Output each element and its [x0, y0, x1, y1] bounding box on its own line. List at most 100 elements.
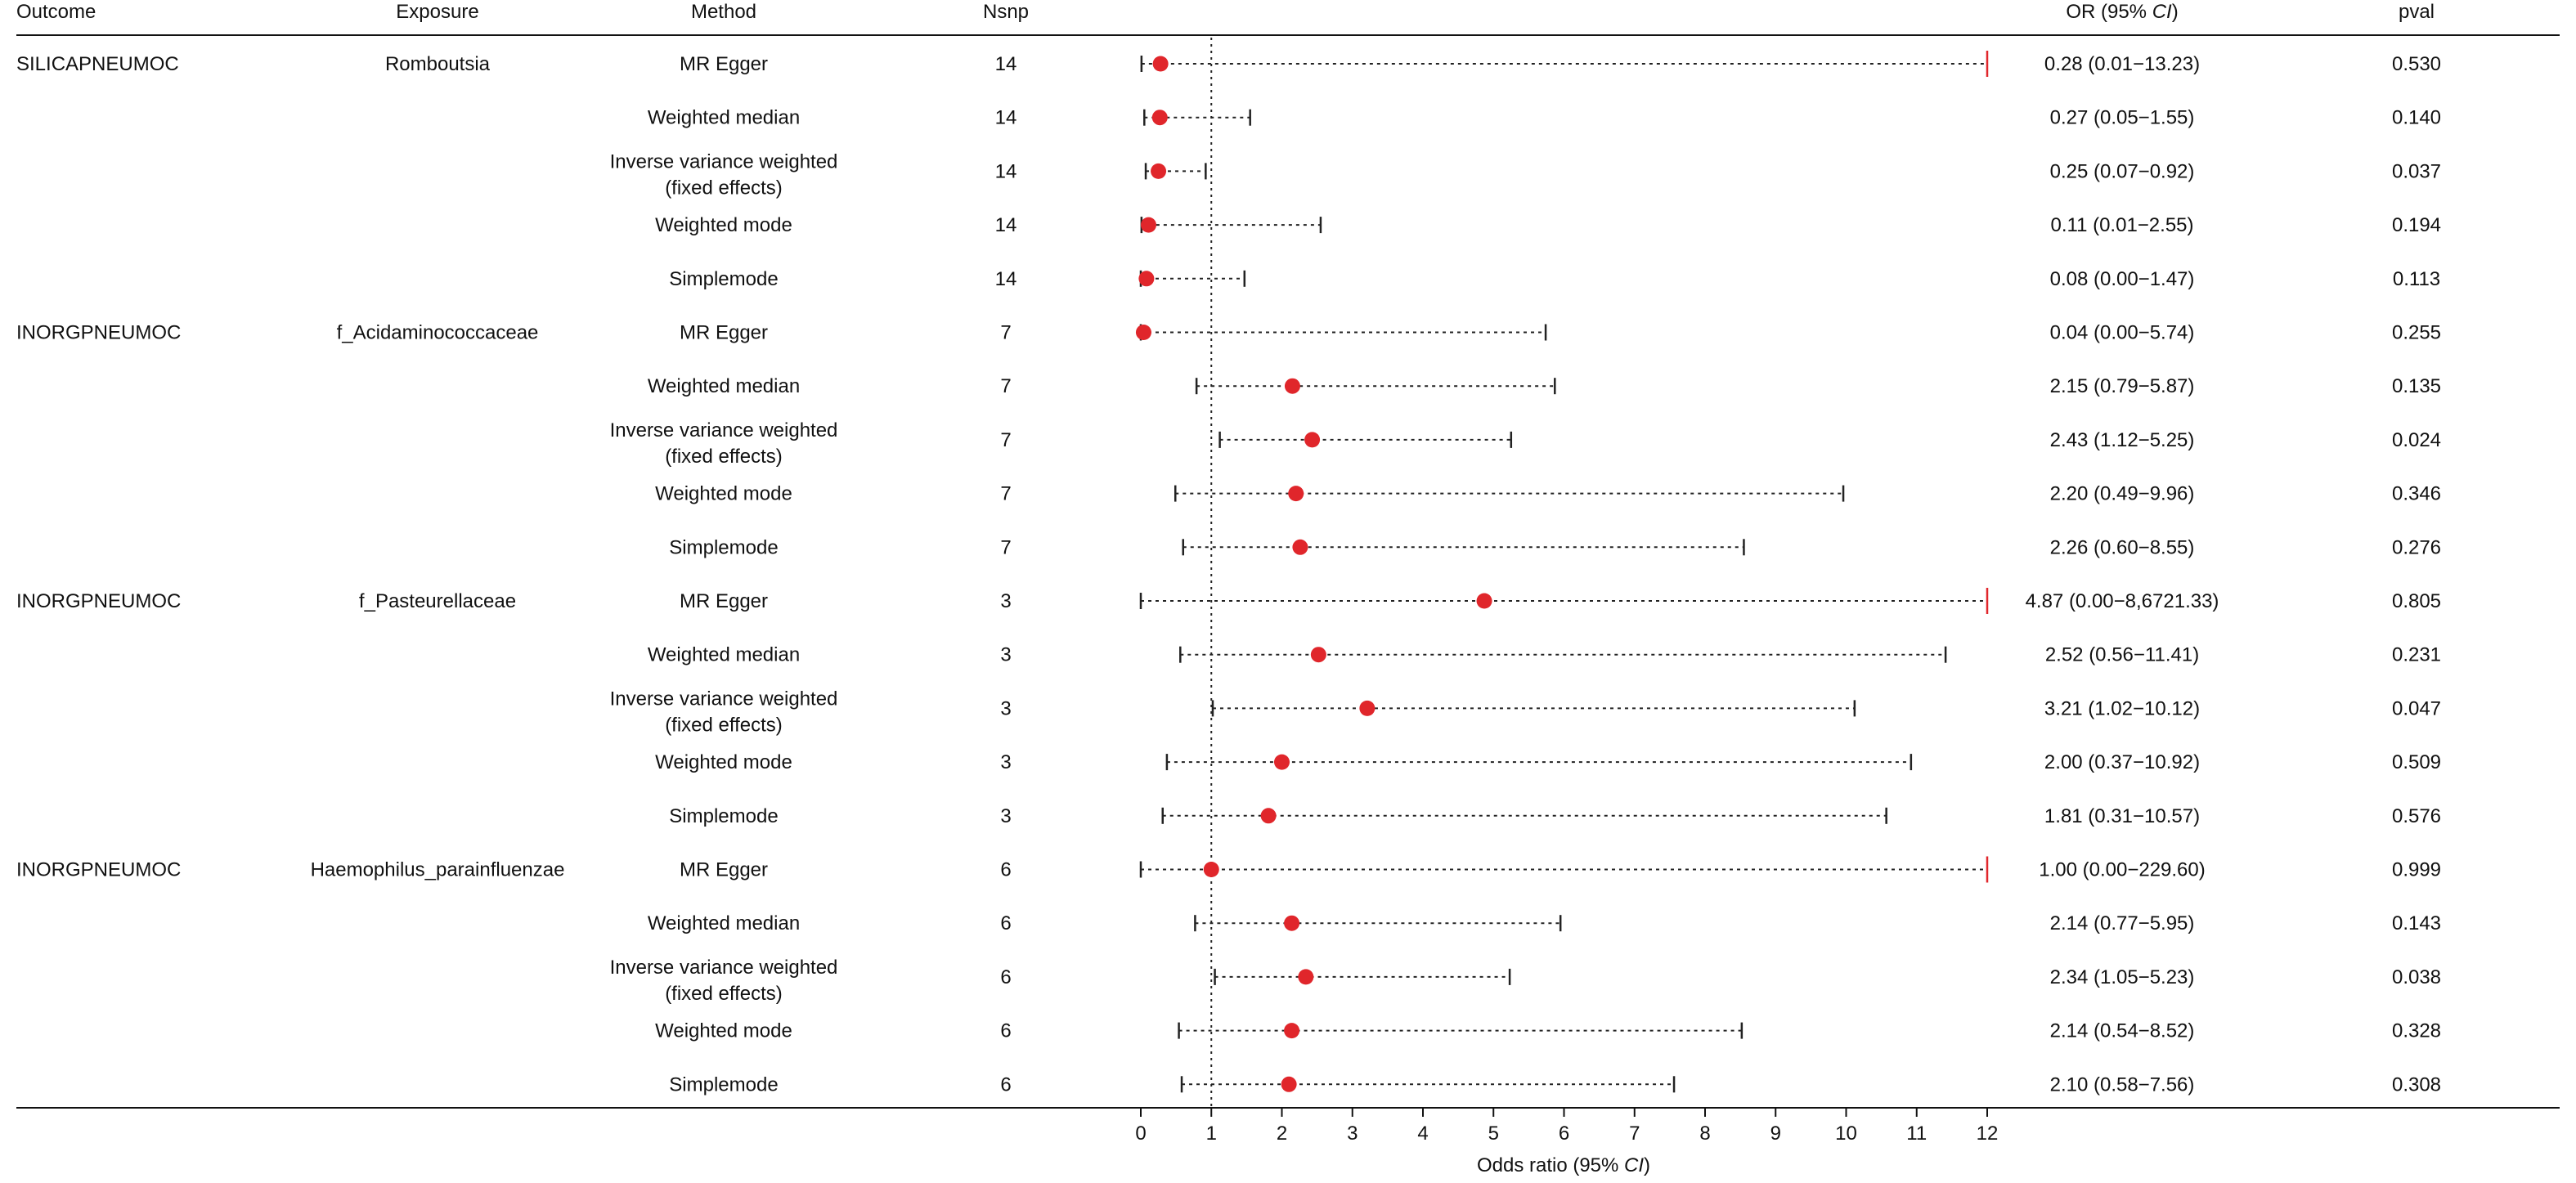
method-label: Simplemode	[669, 268, 778, 290]
x-tick-label: 1	[1206, 1123, 1217, 1145]
header-method: Method	[691, 1, 756, 23]
table-row: Weighted median 7 2.15 (0.79−5.87) 0.135	[648, 375, 2441, 397]
nsnp-value: 14	[995, 268, 1017, 290]
pval-value: 0.135	[2392, 375, 2441, 397]
x-tick-label: 9	[1770, 1123, 1781, 1145]
or-ci-value: 2.14 (0.54−8.52)	[2050, 1020, 2195, 1042]
pval-value: 0.231	[2392, 644, 2441, 666]
x-tick-label: 3	[1347, 1123, 1358, 1145]
method-label: Weighted median	[648, 644, 800, 666]
x-axis-label-prefix: Odds ratio (95%	[1477, 1154, 1624, 1176]
nsnp-value: 3	[1000, 697, 1011, 719]
method-label: Inverse variance weighted (fixed effects)	[610, 419, 838, 468]
point-estimate	[1151, 110, 1168, 126]
or-ci-value: 1.00 (0.00−229.60)	[2039, 859, 2206, 881]
table-row: Simplemode 3 1.81 (0.31−10.57) 0.576	[669, 805, 2441, 827]
outcome-label: INORGPNEUMOC	[16, 590, 181, 612]
pval-value: 0.024	[2392, 429, 2441, 451]
table-row: Inverse variance weighted (fixed effects)…	[610, 957, 2441, 1005]
point-estimate	[1140, 217, 1156, 233]
table-row: Inverse variance weighted (fixed effects)…	[610, 419, 2441, 468]
or-ci-value: 0.28 (0.01−13.23)	[2044, 53, 2200, 75]
point-estimate	[1476, 593, 1492, 609]
method-label: Weighted median	[648, 375, 800, 397]
or-ci-value: 2.20 (0.49−9.96)	[2050, 483, 2195, 505]
or-ci-value: 0.08 (0.00−1.47)	[2050, 268, 2195, 290]
nsnp-value: 6	[1000, 912, 1011, 934]
header-or-suffix: )	[2172, 1, 2179, 23]
or-ci-value: 3.21 (1.02−10.12)	[2044, 697, 2200, 719]
header-outcome: Outcome	[16, 1, 96, 23]
method-label-line: Inverse variance weighted	[610, 688, 838, 710]
point-estimate	[1284, 915, 1300, 931]
nsnp-value: 3	[1000, 751, 1011, 773]
x-tick-label: 4	[1417, 1123, 1428, 1145]
point-estimate	[1288, 486, 1304, 502]
nsnp-value: 14	[995, 53, 1017, 75]
table-row: Simplemode 7 2.26 (0.60−8.55) 0.276	[669, 536, 2441, 558]
table-row: Weighted mode 6 2.14 (0.54−8.52) 0.328	[655, 1020, 2441, 1042]
header-or-ci: CI	[2152, 1, 2172, 23]
or-ci-value: 2.52 (0.56−11.41)	[2045, 644, 2199, 666]
pval-value: 0.276	[2392, 536, 2441, 558]
point-estimate	[1138, 271, 1155, 287]
pval-value: 0.143	[2392, 912, 2441, 934]
method-label: MR Egger	[680, 322, 768, 344]
point-estimate	[1304, 432, 1321, 448]
nsnp-value: 7	[1000, 483, 1011, 505]
header-or-prefix: OR (95%	[2066, 1, 2152, 23]
table-row: Simplemode 14 0.08 (0.00−1.47) 0.113	[669, 268, 2440, 290]
method-label: Simplemode	[669, 536, 778, 558]
point-estimate	[1298, 969, 1314, 985]
point-estimate	[1135, 325, 1151, 340]
table-row: INORGPNEUMOC f_Pasteurellaceae MR Egger 3 4.…	[16, 588, 2441, 614]
pval-value: 0.576	[2392, 805, 2441, 827]
header-nsnp: Nsnp	[983, 1, 1029, 23]
method-label-line: Inverse variance weighted	[610, 150, 838, 173]
x-tick-label: 10	[1835, 1123, 1857, 1145]
exposure-label: f_Pasteurellaceae	[359, 590, 516, 612]
method-label-line: (fixed effects)	[665, 714, 783, 736]
point-estimate	[1203, 862, 1219, 877]
pval-value: 0.194	[2392, 214, 2441, 236]
pval-value: 0.805	[2392, 590, 2441, 612]
table-row: SILICAPNEUMOC Romboutsia MR Egger 14 0.28 (0…	[16, 51, 2441, 77]
x-tick-label: 5	[1488, 1123, 1499, 1145]
method-label: Weighted mode	[655, 751, 792, 773]
table-header: Outcome Exposure Method Nsnp OR (95% CI)…	[16, 1, 2435, 23]
point-estimate	[1274, 754, 1290, 770]
or-ci-value: 1.81 (0.31−10.57)	[2044, 805, 2200, 827]
pval-value: 0.140	[2392, 107, 2441, 129]
or-ci-value: 2.43 (1.12−5.25)	[2050, 429, 2195, 451]
pval-value: 0.999	[2392, 859, 2441, 881]
nsnp-value: 3	[1000, 590, 1011, 612]
pval-value: 0.038	[2392, 966, 2441, 988]
x-tick-label: 0	[1135, 1123, 1146, 1145]
pval-value: 0.113	[2393, 268, 2440, 290]
outcome-label: INORGPNEUMOC	[16, 859, 181, 881]
point-estimate	[1260, 808, 1277, 824]
pval-value: 0.047	[2392, 697, 2441, 719]
pval-value: 0.255	[2392, 322, 2441, 344]
method-label: Weighted mode	[655, 214, 792, 236]
method-label: Weighted median	[648, 912, 800, 934]
method-label-line: (fixed effects)	[665, 446, 783, 468]
or-ci-value: 0.25 (0.07−0.92)	[2050, 160, 2195, 182]
method-label: MR Egger	[680, 53, 768, 75]
table-row: Weighted median 3 2.52 (0.56−11.41) 0.231	[648, 644, 2441, 666]
nsnp-value: 6	[1000, 1073, 1011, 1096]
exposure-label: Haemophilus_parainfluenzae	[311, 859, 565, 881]
or-ci-value: 0.27 (0.05−1.55)	[2050, 107, 2195, 129]
point-estimate	[1284, 378, 1300, 394]
header-or: OR (95% CI)	[2066, 1, 2178, 23]
nsnp-value: 6	[1000, 859, 1011, 881]
nsnp-value: 7	[1000, 322, 1011, 344]
pval-value: 0.346	[2392, 483, 2441, 505]
table-rows: SILICAPNEUMOC Romboutsia MR Egger 14 0.28 (0…	[16, 51, 2441, 1096]
point-estimate	[1151, 163, 1167, 179]
nsnp-value: 14	[995, 160, 1017, 182]
method-label-line: Inverse variance weighted	[610, 419, 838, 441]
x-axis: 0 1 2 3 4 5 6 7 8 9 10 11 12	[1135, 1107, 1998, 1145]
outcome-label: INORGPNEUMOC	[16, 322, 181, 344]
